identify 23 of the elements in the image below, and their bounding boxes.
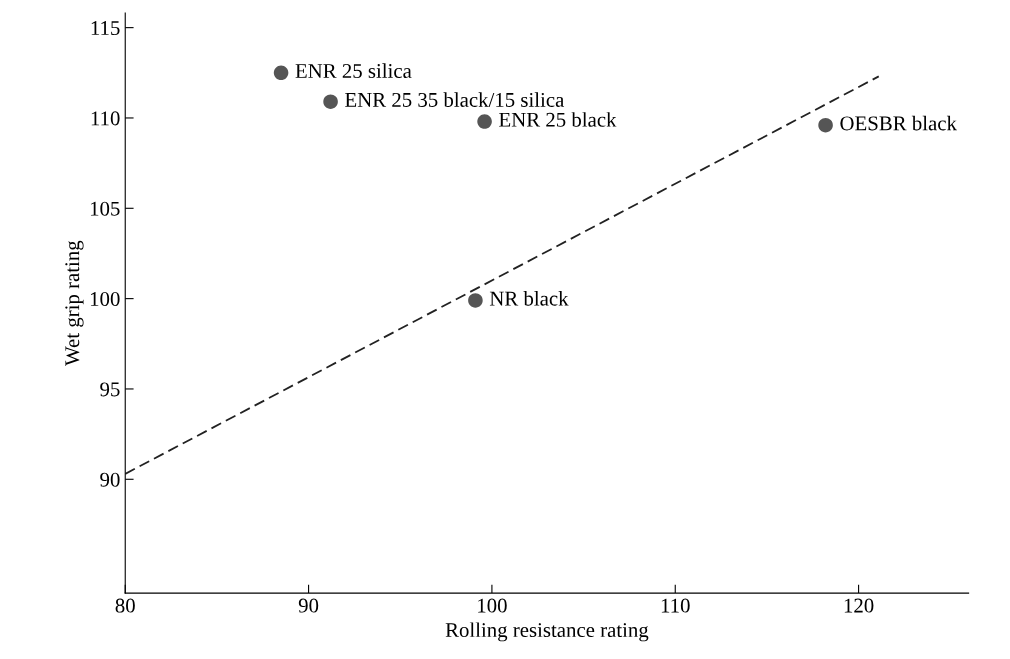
y-tick-label: 105 — [90, 201, 120, 216]
annotation: ENR 25 black — [499, 112, 617, 127]
y-tick-label: 90 — [100, 472, 120, 487]
y-axis-title: Wet grip rating — [65, 240, 84, 366]
point — [273, 65, 289, 81]
x-tick-label: 90 — [298, 598, 319, 613]
annotation: ENR 25 silica — [295, 63, 412, 79]
x-axis-title: Rolling resistance rating — [445, 622, 649, 642]
y-tick-label: 100 — [90, 292, 120, 307]
point — [468, 293, 483, 308]
annotation: ENR 25 35 black/15 silica — [345, 92, 565, 107]
y-tick-label: 95 — [100, 382, 120, 397]
point — [323, 94, 338, 109]
annotation: OESBR black — [840, 115, 957, 131]
x-tick-label: 100 — [478, 598, 507, 613]
point — [818, 117, 833, 133]
y-tick-label: 110 — [91, 111, 120, 126]
x-tick-label: 80 — [115, 598, 135, 613]
x-tick-label: 110 — [661, 598, 690, 613]
y-tick-label: 115 — [91, 21, 120, 36]
point — [477, 114, 492, 129]
x-tick-label: 120 — [844, 598, 874, 613]
annotation: NR black — [489, 290, 569, 306]
